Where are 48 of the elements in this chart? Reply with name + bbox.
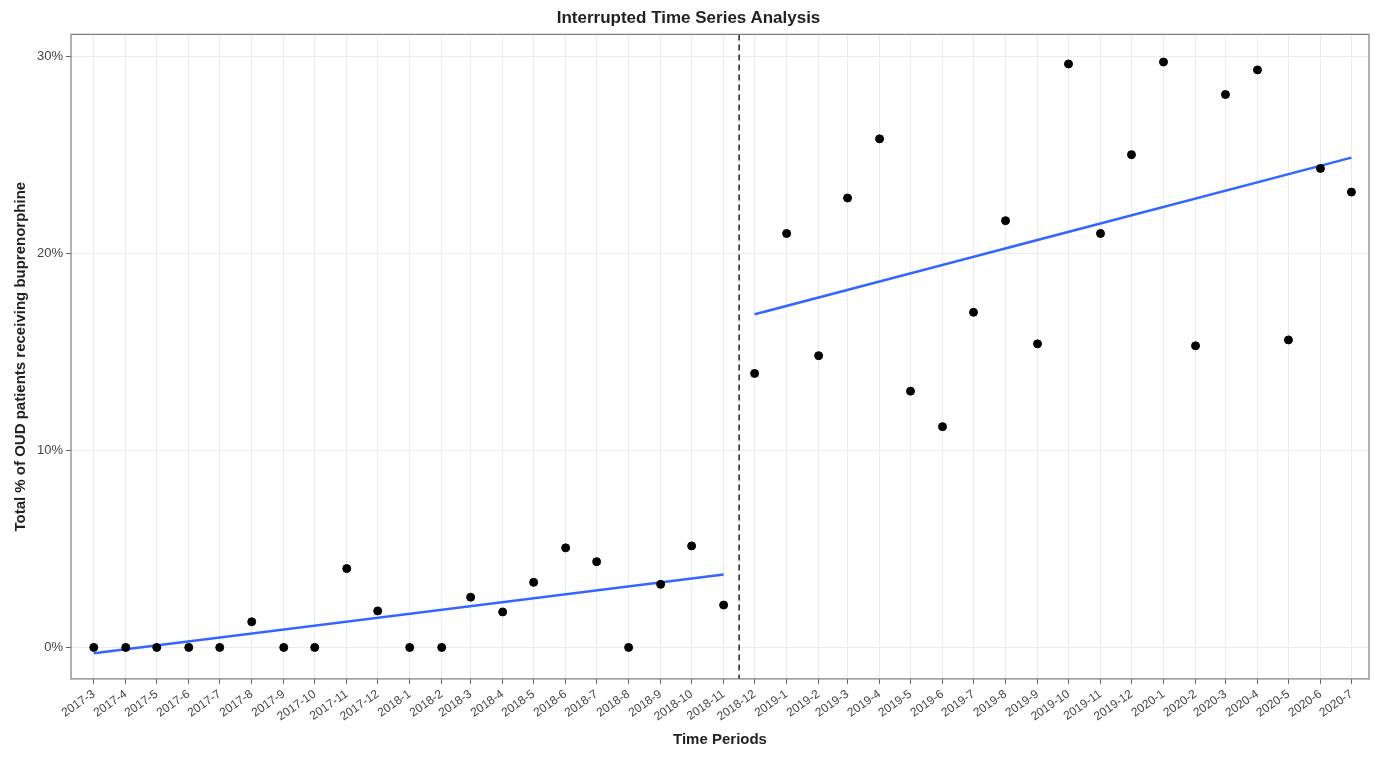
point xyxy=(750,368,760,378)
point xyxy=(310,642,320,652)
point xyxy=(906,386,916,396)
point xyxy=(121,642,131,652)
point xyxy=(561,543,571,553)
point xyxy=(1191,341,1201,351)
y-tick-label: 0% xyxy=(44,638,64,654)
point xyxy=(1127,150,1136,160)
y-tick-label: 30% xyxy=(36,47,64,63)
point xyxy=(405,642,415,652)
point xyxy=(1315,163,1325,173)
point xyxy=(1252,65,1262,75)
point xyxy=(814,351,824,361)
point xyxy=(782,228,792,238)
x-axis-title: Time Periods xyxy=(673,730,767,748)
point xyxy=(719,600,729,610)
point xyxy=(89,642,99,652)
point xyxy=(1220,90,1230,100)
point xyxy=(656,579,666,589)
point xyxy=(1159,57,1169,67)
point xyxy=(279,642,289,652)
point xyxy=(1033,339,1043,349)
point xyxy=(1064,59,1074,69)
point xyxy=(466,592,476,602)
point xyxy=(342,564,352,574)
point xyxy=(184,642,194,652)
y-tick-label: 20% xyxy=(36,244,64,260)
point xyxy=(373,606,383,616)
point xyxy=(1283,335,1293,345)
point xyxy=(1096,228,1106,238)
point xyxy=(1001,216,1011,226)
point xyxy=(624,642,634,652)
point xyxy=(437,642,447,652)
point xyxy=(875,134,885,144)
point xyxy=(592,557,602,567)
chart-title: Interrupted Time Series Analysis xyxy=(556,7,821,27)
point xyxy=(687,541,697,551)
point xyxy=(843,193,853,203)
point xyxy=(152,642,162,652)
point xyxy=(529,577,539,587)
point xyxy=(215,642,225,652)
point xyxy=(247,617,257,627)
y-axis-title: Total % of OUD patients receiving buprenorphine xyxy=(11,181,29,532)
point xyxy=(938,422,948,432)
y-tick-label: 10% xyxy=(36,441,64,457)
point xyxy=(498,607,508,617)
point xyxy=(969,307,979,317)
point xyxy=(1346,187,1356,197)
